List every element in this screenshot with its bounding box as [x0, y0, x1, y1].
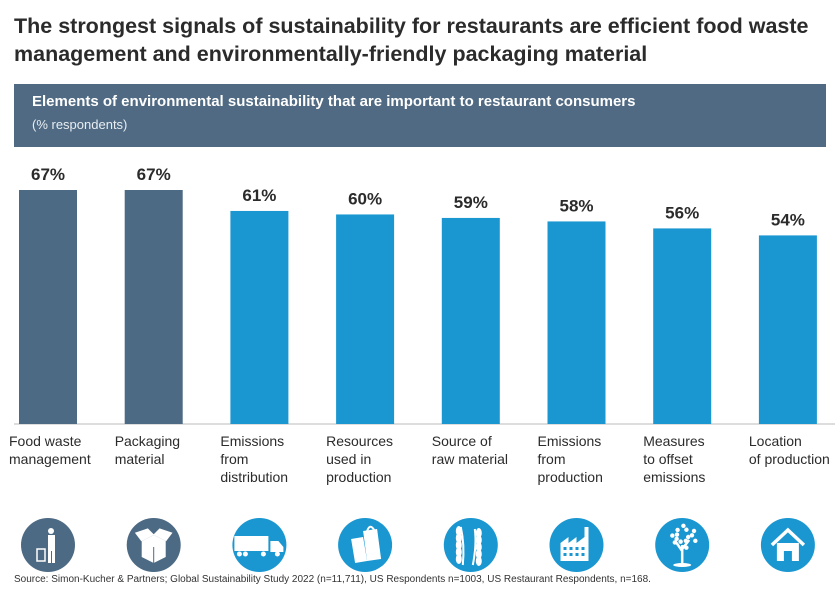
category-label: Source of raw material	[432, 433, 508, 467]
bar	[547, 221, 606, 424]
category-label: Food waste management	[9, 433, 91, 467]
category-label-line: from	[220, 451, 248, 467]
category-label: Location of production	[749, 433, 830, 467]
wheat-icon	[443, 518, 498, 572]
category-label-line: Food waste	[9, 433, 82, 449]
category-label-line: production	[326, 469, 391, 485]
category-label-line: emissions	[643, 469, 705, 485]
data-label: 56%	[665, 203, 699, 222]
data-label: 61%	[242, 186, 276, 205]
category-label: Packaging material	[115, 433, 180, 467]
house-icon	[760, 518, 815, 572]
category-label-line: distribution	[220, 469, 288, 485]
data-label: 59%	[454, 193, 488, 212]
source-note: Source: Simon-Kucher & Partners; Global …	[14, 574, 651, 585]
bar	[441, 217, 500, 424]
chart-title: Elements of environmental sustainability…	[32, 93, 636, 110]
category-label-line: production	[538, 469, 603, 485]
category-label-line: of production	[749, 451, 830, 467]
category-label-line: used in	[326, 451, 371, 467]
page-title: The strongest signals of sustainability …	[14, 14, 809, 66]
chart-header: Elements of environmental sustainability…	[14, 84, 826, 147]
category-label-line: Source of	[432, 433, 492, 449]
bar	[230, 210, 289, 424]
category-label-line: from	[538, 451, 566, 467]
category-label: Emissions from distribution	[220, 433, 288, 485]
data-label: 58%	[559, 196, 593, 215]
category-label: Emissions from production	[538, 433, 603, 485]
category-label-line: Measures	[643, 433, 704, 449]
category-label-line: Resources	[326, 433, 393, 449]
category-label-line: Location	[749, 433, 802, 449]
box-icon	[126, 518, 181, 572]
category-label-line: material	[115, 451, 165, 467]
bar	[124, 190, 183, 424]
category-label-line: Emissions	[538, 433, 602, 449]
category-label-line: Emissions	[220, 433, 284, 449]
bar	[758, 235, 817, 424]
truck-icon	[232, 518, 287, 572]
bar	[653, 228, 712, 424]
bar	[336, 214, 395, 424]
category-label-line: to offset	[643, 451, 693, 467]
data-label: 67%	[137, 165, 171, 184]
factory-icon	[549, 518, 604, 572]
chart-subtitle: (% respondents)	[32, 117, 128, 132]
trash-person-icon	[21, 518, 75, 572]
shopping-bags-icon	[338, 518, 393, 572]
category-label-line: Packaging	[115, 433, 180, 449]
category-label: Resources used in production	[326, 433, 393, 485]
bar	[19, 190, 77, 424]
category-label-line: raw material	[432, 451, 508, 467]
category-label: Measures to offset emissions	[643, 433, 705, 485]
data-label: 60%	[348, 189, 382, 208]
category-label-line: management	[9, 451, 91, 467]
data-label: 67%	[31, 165, 65, 184]
data-label: 54%	[771, 210, 805, 229]
tree-icon	[655, 518, 710, 572]
